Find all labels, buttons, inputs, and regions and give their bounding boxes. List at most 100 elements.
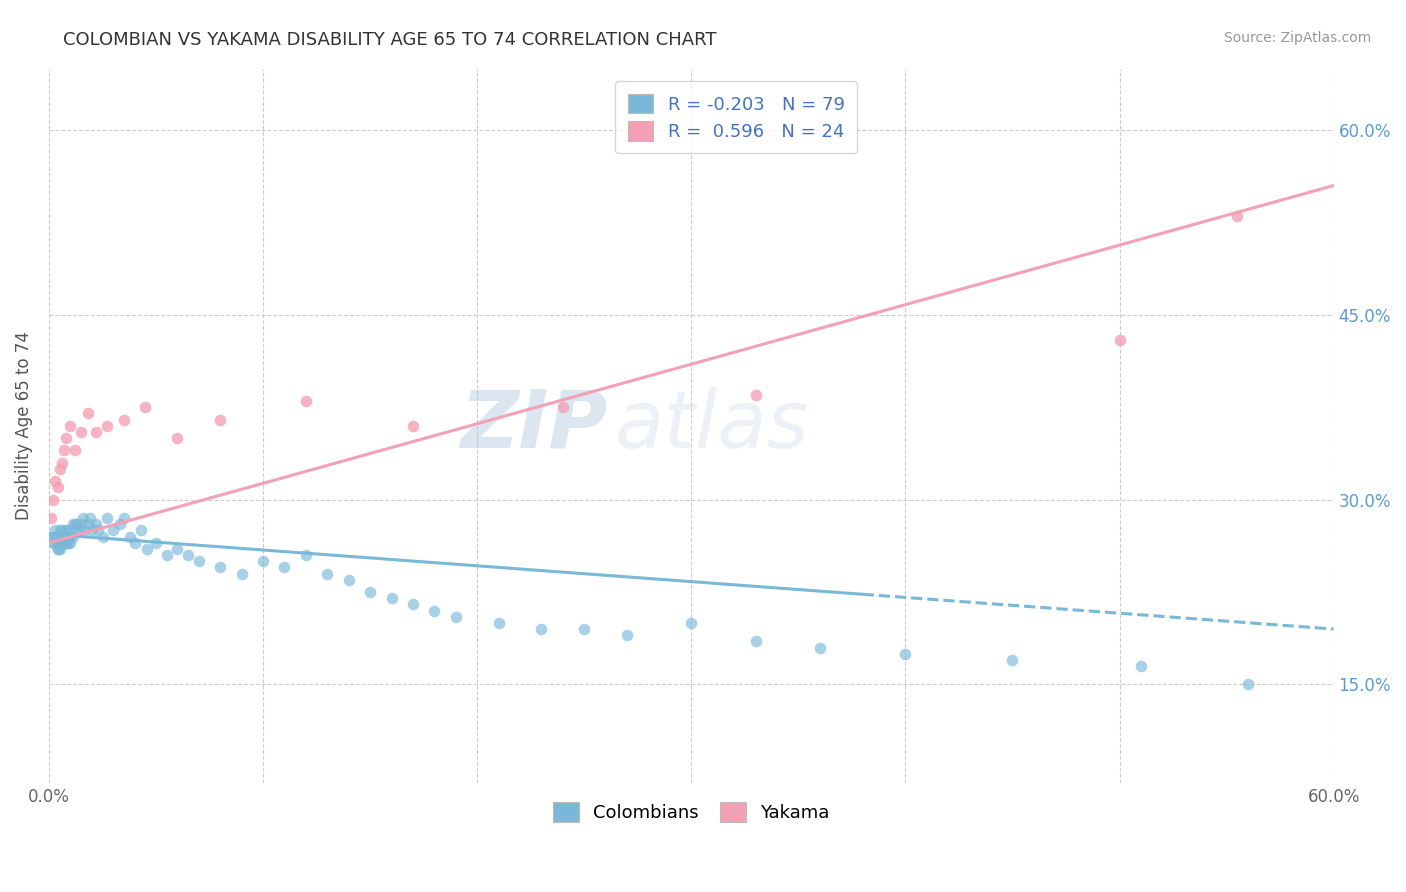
Point bbox=[187, 554, 209, 568]
Point bbox=[59, 418, 82, 433]
Point bbox=[273, 560, 295, 574]
Point bbox=[51, 530, 73, 544]
Point bbox=[58, 536, 80, 550]
Point bbox=[76, 517, 98, 532]
Point bbox=[744, 388, 766, 402]
Point bbox=[46, 530, 69, 544]
Point bbox=[1237, 677, 1260, 691]
Point bbox=[84, 425, 107, 439]
Point bbox=[59, 530, 82, 544]
Point bbox=[48, 524, 70, 538]
Point bbox=[681, 615, 703, 630]
Point bbox=[80, 524, 103, 538]
Point bbox=[209, 560, 232, 574]
Point bbox=[295, 548, 318, 562]
Point bbox=[62, 530, 84, 544]
Point bbox=[48, 462, 70, 476]
Point bbox=[744, 634, 766, 648]
Point bbox=[136, 541, 159, 556]
Point bbox=[48, 530, 70, 544]
Point bbox=[1226, 210, 1249, 224]
Point bbox=[488, 615, 510, 630]
Text: ZIP: ZIP bbox=[460, 387, 607, 465]
Point bbox=[46, 541, 69, 556]
Point bbox=[79, 511, 101, 525]
Point bbox=[55, 524, 77, 538]
Point bbox=[67, 524, 90, 538]
Point bbox=[295, 394, 318, 409]
Point bbox=[359, 585, 381, 599]
Text: Source: ZipAtlas.com: Source: ZipAtlas.com bbox=[1223, 31, 1371, 45]
Text: COLOMBIAN VS YAKAMA DISABILITY AGE 65 TO 74 CORRELATION CHART: COLOMBIAN VS YAKAMA DISABILITY AGE 65 TO… bbox=[63, 31, 717, 49]
Point bbox=[84, 517, 107, 532]
Point bbox=[44, 474, 66, 488]
Point bbox=[52, 536, 75, 550]
Point bbox=[39, 511, 62, 525]
Point bbox=[48, 541, 70, 556]
Point bbox=[156, 548, 179, 562]
Point bbox=[55, 530, 77, 544]
Point bbox=[76, 407, 98, 421]
Point bbox=[616, 628, 638, 642]
Point bbox=[134, 401, 156, 415]
Point bbox=[402, 598, 425, 612]
Point bbox=[52, 443, 75, 458]
Point bbox=[42, 530, 65, 544]
Point bbox=[145, 536, 167, 550]
Point bbox=[62, 517, 84, 532]
Point bbox=[70, 425, 93, 439]
Point bbox=[108, 517, 131, 532]
Point bbox=[44, 530, 66, 544]
Point bbox=[530, 622, 553, 636]
Point bbox=[55, 536, 77, 550]
Point bbox=[42, 492, 65, 507]
Point bbox=[44, 524, 66, 538]
Point bbox=[66, 517, 89, 532]
Point bbox=[120, 530, 142, 544]
Point bbox=[402, 418, 425, 433]
Point bbox=[209, 412, 232, 426]
Point bbox=[423, 604, 446, 618]
Point bbox=[46, 536, 69, 550]
Point bbox=[51, 524, 73, 538]
Point bbox=[444, 609, 467, 624]
Point bbox=[39, 530, 62, 544]
Point bbox=[52, 536, 75, 550]
Point bbox=[231, 566, 253, 581]
Point bbox=[48, 536, 70, 550]
Point bbox=[51, 456, 73, 470]
Point bbox=[1108, 333, 1130, 347]
Point bbox=[177, 548, 200, 562]
Point bbox=[72, 511, 94, 525]
Point bbox=[252, 554, 274, 568]
Point bbox=[63, 443, 86, 458]
Point bbox=[96, 418, 118, 433]
Point bbox=[52, 530, 75, 544]
Point bbox=[166, 431, 188, 445]
Point bbox=[574, 622, 596, 636]
Point bbox=[55, 431, 77, 445]
Point bbox=[124, 536, 146, 550]
Point bbox=[103, 524, 125, 538]
Y-axis label: Disability Age 65 to 74: Disability Age 65 to 74 bbox=[15, 331, 32, 520]
Point bbox=[91, 530, 114, 544]
Point bbox=[129, 524, 152, 538]
Text: atlas: atlas bbox=[614, 387, 808, 465]
Point bbox=[46, 541, 69, 556]
Legend: Colombians, Yakama: Colombians, Yakama bbox=[541, 789, 842, 835]
Point bbox=[166, 541, 188, 556]
Point bbox=[63, 524, 86, 538]
Point bbox=[894, 647, 917, 661]
Point bbox=[51, 536, 73, 550]
Point bbox=[44, 536, 66, 550]
Point bbox=[380, 591, 402, 606]
Point bbox=[316, 566, 339, 581]
Point bbox=[337, 573, 360, 587]
Point bbox=[75, 524, 97, 538]
Point bbox=[87, 524, 110, 538]
Point bbox=[58, 524, 80, 538]
Point bbox=[1001, 653, 1024, 667]
Point bbox=[42, 536, 65, 550]
Point bbox=[46, 480, 69, 494]
Point bbox=[70, 517, 93, 532]
